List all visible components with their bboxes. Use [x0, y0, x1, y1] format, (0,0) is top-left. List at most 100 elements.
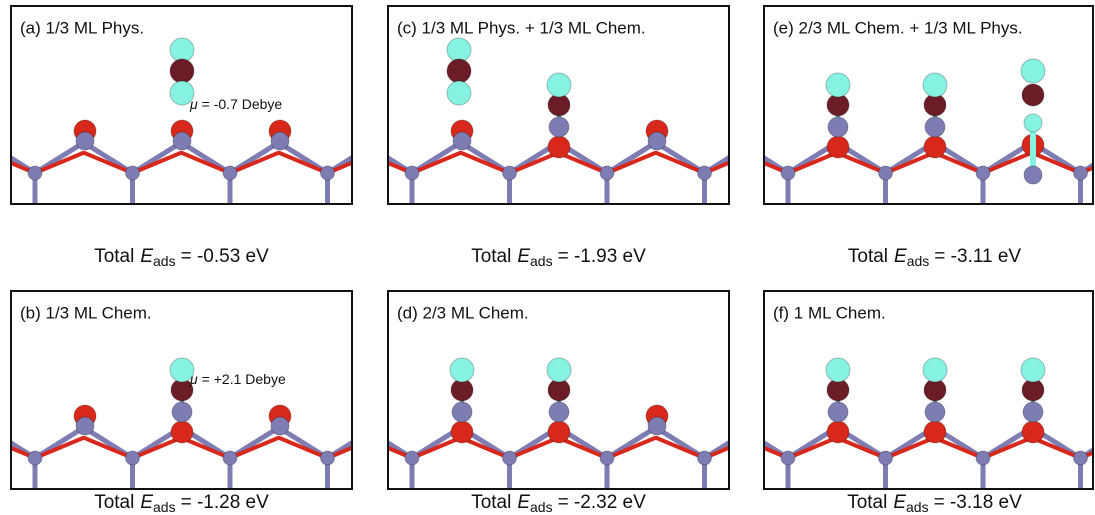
atom: [1024, 166, 1042, 184]
energy-subscript: ads: [907, 253, 930, 269]
atom: [1074, 166, 1088, 180]
energy-value: = -0.53 eV: [181, 246, 270, 267]
atom: [503, 451, 517, 465]
atom: [976, 166, 990, 180]
energy-symbol: E: [517, 246, 530, 267]
energy-value: = -1.28 eV: [181, 492, 270, 513]
atom: [223, 451, 237, 465]
atom: [925, 117, 945, 137]
atom: [732, 134, 750, 152]
atom: [743, 407, 765, 429]
atom: [126, 166, 140, 180]
dipole-symbol: μ: [189, 371, 198, 387]
atom: [170, 59, 194, 83]
panel: (d) 2/3 ML Chem.: [267, 290, 851, 495]
atom: [28, 166, 42, 180]
atom: [76, 132, 94, 150]
dipole: μ= -0.7 Debye: [189, 96, 282, 112]
energy-subscript: ads: [153, 499, 176, 515]
energy-subscript: ads: [530, 253, 553, 269]
atom: [781, 166, 795, 180]
atom: [828, 117, 848, 137]
panel-label: (d) 2/3 ML Chem.: [397, 303, 529, 322]
energy-symbol: E: [140, 492, 153, 513]
atom: [503, 166, 517, 180]
atom: [732, 419, 750, 437]
atom: [356, 134, 374, 152]
energy-prefix: Total: [471, 246, 511, 267]
atom: [223, 166, 237, 180]
atom: [354, 122, 376, 144]
atom: [547, 358, 571, 382]
atom: [600, 451, 614, 465]
atom: [405, 166, 419, 180]
panel-label: (f) 1 ML Chem.: [773, 303, 886, 322]
atom: [925, 402, 945, 422]
atom: [743, 122, 765, 144]
atom: [924, 136, 946, 158]
atom: [549, 117, 569, 137]
energy-prefix: Total: [847, 492, 887, 513]
energy-subscript: ads: [906, 499, 929, 515]
atom: [321, 166, 335, 180]
atom: [548, 136, 570, 158]
atom: [1074, 451, 1088, 465]
atom: [366, 122, 388, 144]
atom: [366, 407, 388, 429]
atom: [698, 166, 712, 180]
energy-prefix: Total: [848, 246, 888, 267]
atom: [405, 451, 419, 465]
atom: [976, 451, 990, 465]
atom: [745, 419, 763, 437]
atom: [450, 358, 474, 382]
atom: [126, 451, 140, 465]
atom: [321, 451, 335, 465]
atom: [600, 166, 614, 180]
panel-label: (b) 1/3 ML Chem.: [20, 303, 152, 322]
atom: [447, 59, 471, 83]
atom: [826, 73, 850, 97]
atom: [1022, 421, 1044, 443]
atom: [923, 73, 947, 97]
atom: [172, 402, 192, 422]
atom: [1023, 402, 1043, 422]
energy-subscript: ads: [153, 253, 176, 269]
atom: [1022, 84, 1044, 106]
atom: [368, 419, 386, 437]
dipole-symbol: μ: [189, 96, 198, 112]
atom: [698, 451, 712, 465]
atom: [271, 417, 289, 435]
energy-value: = -3.18 eV: [934, 492, 1023, 513]
panel-label: (e) 2/3 ML Chem. + 1/3 ML Phys.: [773, 18, 1023, 37]
panel-label: (c) 1/3 ML Phys. + 1/3 ML Chem.: [397, 18, 646, 37]
atom: [923, 358, 947, 382]
energy-symbol: E: [140, 246, 153, 267]
energy-symbol: E: [893, 492, 906, 513]
figure: (a) 1/3 ML Phys.μ= -0.7 DebyeTotalEads= …: [0, 0, 1095, 515]
atom: [173, 132, 191, 150]
atom: [76, 417, 94, 435]
atom: [452, 402, 472, 422]
panel: (c) 1/3 ML Phys. + 1/3 ML Chem.: [267, 5, 851, 210]
atom: [1021, 358, 1045, 382]
energy-symbol: E: [517, 492, 530, 513]
energy-value: = -1.93 eV: [558, 246, 647, 267]
energy-subscript: ads: [530, 499, 553, 515]
atom: [171, 421, 193, 443]
atom: [170, 38, 194, 62]
atom: [781, 451, 795, 465]
dipole-value: = +2.1 Debye: [202, 371, 286, 387]
energy-value: = -2.32 eV: [558, 492, 647, 513]
atom: [828, 402, 848, 422]
atom: [547, 73, 571, 97]
atom: [549, 402, 569, 422]
energy-prefix: Total: [94, 246, 134, 267]
atom: [28, 451, 42, 465]
atom: [827, 136, 849, 158]
atom: [827, 421, 849, 443]
atom: [1021, 59, 1045, 83]
energy-prefix: Total: [94, 492, 134, 513]
energy-caption: Total Eads = -1.28 eV: [94, 492, 269, 515]
atom: [745, 134, 763, 152]
atom: [356, 419, 374, 437]
